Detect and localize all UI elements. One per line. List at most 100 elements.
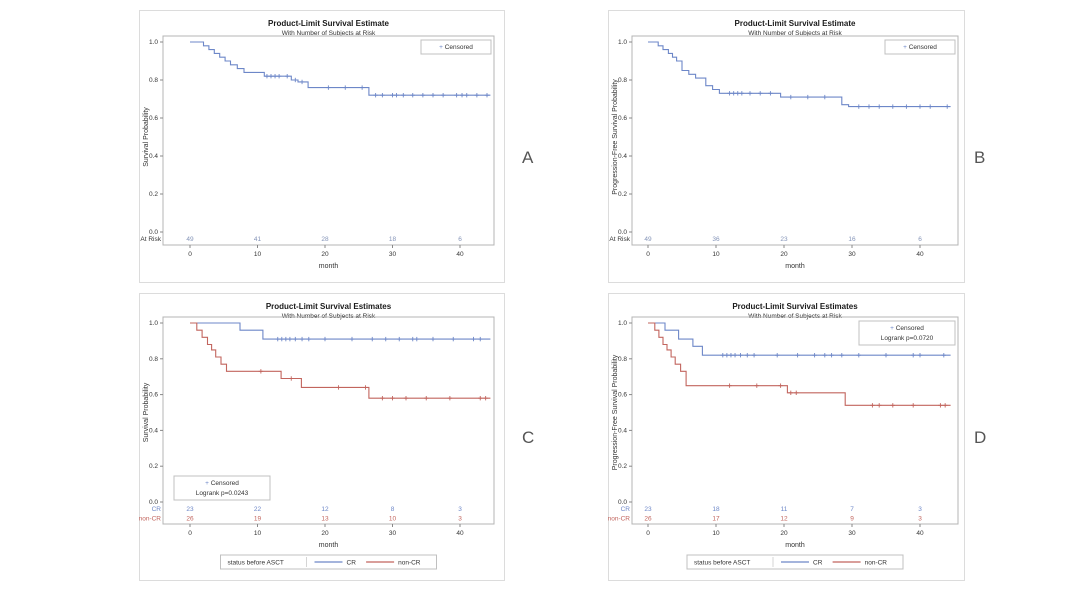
panel-progression-free-survival: Product-Limit Survival Estimate With Numb…	[608, 10, 965, 288]
at-risk-count: 26	[186, 516, 194, 523]
legend-item-label: non-CR	[865, 560, 888, 567]
plot-frame	[631, 35, 959, 246]
at-risk-count: 12	[780, 516, 788, 523]
at-risk-count: 16	[848, 236, 856, 243]
x-tick-label: 40	[456, 530, 464, 537]
x-tick-label: 0	[646, 530, 650, 537]
x-tick-label: 30	[389, 251, 397, 258]
at-risk-count: 7	[850, 506, 854, 513]
y-tick-label: 0.8	[149, 356, 158, 363]
at-risk-count: 3	[458, 506, 462, 513]
x-tick-label: 10	[712, 251, 720, 258]
group-legend-title: status before ASCT	[228, 560, 284, 567]
figure-letter-b: B	[974, 148, 986, 167]
at-risk-count: 28	[321, 236, 329, 243]
legend-item-label: non-CR	[398, 560, 421, 567]
figure-letter-c: C	[522, 428, 535, 447]
x-tick-label: 30	[848, 251, 856, 258]
x-tick-label: 0	[188, 251, 192, 258]
at-risk-row-label: At Risk	[140, 236, 161, 243]
y-tick-label: 0.6	[149, 115, 158, 122]
at-risk-count: 9	[850, 516, 854, 523]
at-risk-row-label: non-CR	[139, 516, 161, 523]
y-tick-label: 0.6	[149, 392, 158, 399]
y-tick-label: 1.0	[618, 320, 627, 327]
x-axis-label: month	[785, 542, 805, 549]
y-axis-label: Progression-Free Survival Probability	[612, 79, 619, 195]
legend-line: + Censored	[890, 325, 924, 332]
legend-line: + Censored	[903, 44, 937, 51]
at-risk-count: 22	[254, 506, 262, 513]
y-tick-label: 0.0	[618, 229, 627, 236]
at-risk-count: 6	[918, 236, 922, 243]
x-tick-label: 20	[321, 530, 329, 537]
x-tick-label: 30	[389, 530, 397, 537]
y-tick-label: 0.2	[149, 191, 158, 198]
at-risk-count: 12	[321, 506, 329, 513]
y-tick-label: 0.0	[618, 499, 627, 506]
y-tick-label: 0.4	[149, 427, 158, 434]
y-tick-label: 0.2	[149, 463, 158, 470]
x-tick-label: 30	[848, 530, 856, 537]
y-tick-label: 0.8	[618, 356, 627, 363]
x-tick-label: 10	[254, 530, 262, 537]
at-risk-count: 26	[644, 516, 652, 523]
km-chart-B: Product-Limit Survival Estimate With Numb…	[608, 10, 965, 283]
at-risk-count: 3	[918, 516, 922, 523]
at-risk-count: 23	[644, 506, 652, 513]
y-tick-label: 1.0	[618, 39, 627, 46]
at-risk-count: 17	[712, 516, 720, 523]
at-risk-row-label: At Risk	[609, 236, 630, 243]
at-risk-count: 49	[644, 236, 652, 243]
at-risk-count: 41	[254, 236, 262, 243]
chart-title: Product-Limit Survival Estimate	[268, 19, 389, 28]
x-tick-label: 20	[780, 251, 788, 258]
x-tick-label: 20	[780, 530, 788, 537]
plot-frame	[162, 35, 495, 246]
x-tick-label: 0	[646, 251, 650, 258]
at-risk-row-label: non-CR	[608, 516, 630, 523]
legend-item-label: CR	[347, 560, 357, 567]
y-tick-label: 0.0	[149, 499, 158, 506]
chart-title: Product-Limit Survival Estimates	[732, 302, 858, 311]
at-risk-count: 19	[254, 516, 262, 523]
survival-curve-non-CR	[190, 322, 491, 399]
chart-title: Product-Limit Survival Estimates	[266, 302, 392, 311]
legend-line: + Censored	[439, 44, 473, 51]
legend-line: Logrank p=0.0720	[881, 335, 934, 342]
x-axis-label: month	[785, 263, 805, 270]
x-axis-label: month	[319, 542, 339, 549]
at-risk-count: 23	[186, 506, 194, 513]
y-axis-label: Survival Probability	[143, 382, 150, 442]
y-tick-label: 1.0	[149, 320, 158, 327]
x-tick-label: 40	[916, 530, 924, 537]
at-risk-count: 11	[781, 506, 788, 513]
censored-legend-box	[884, 39, 956, 55]
at-risk-count: 3	[458, 516, 462, 523]
panel-overall-survival-by-group: Product-Limit Survival Estimates With Num…	[139, 293, 505, 586]
survival-curve-non-CR	[648, 322, 951, 406]
y-tick-label: 0.2	[618, 463, 627, 470]
plot-frame	[162, 316, 495, 525]
y-tick-label: 0.6	[618, 115, 627, 122]
chart-subtitle: With Number of Subjects at Risk	[282, 30, 376, 37]
censored-legend-box	[858, 320, 956, 346]
y-tick-label: 0.4	[149, 153, 158, 160]
x-tick-label: 40	[916, 251, 924, 258]
x-tick-label: 10	[254, 251, 262, 258]
y-tick-label: 0.4	[618, 427, 627, 434]
at-risk-count: 18	[389, 236, 397, 243]
at-risk-count: 10	[389, 516, 397, 523]
legend-line: + Censored	[205, 480, 239, 487]
y-tick-label: 0.8	[149, 77, 158, 84]
at-risk-count: 36	[712, 236, 720, 243]
at-risk-count: 23	[780, 236, 788, 243]
x-tick-label: 20	[321, 251, 329, 258]
y-tick-label: 0.4	[618, 153, 627, 160]
at-risk-row-label: CR	[152, 506, 162, 513]
at-risk-count: 18	[712, 506, 720, 513]
figure-letter-a: A	[522, 148, 534, 167]
